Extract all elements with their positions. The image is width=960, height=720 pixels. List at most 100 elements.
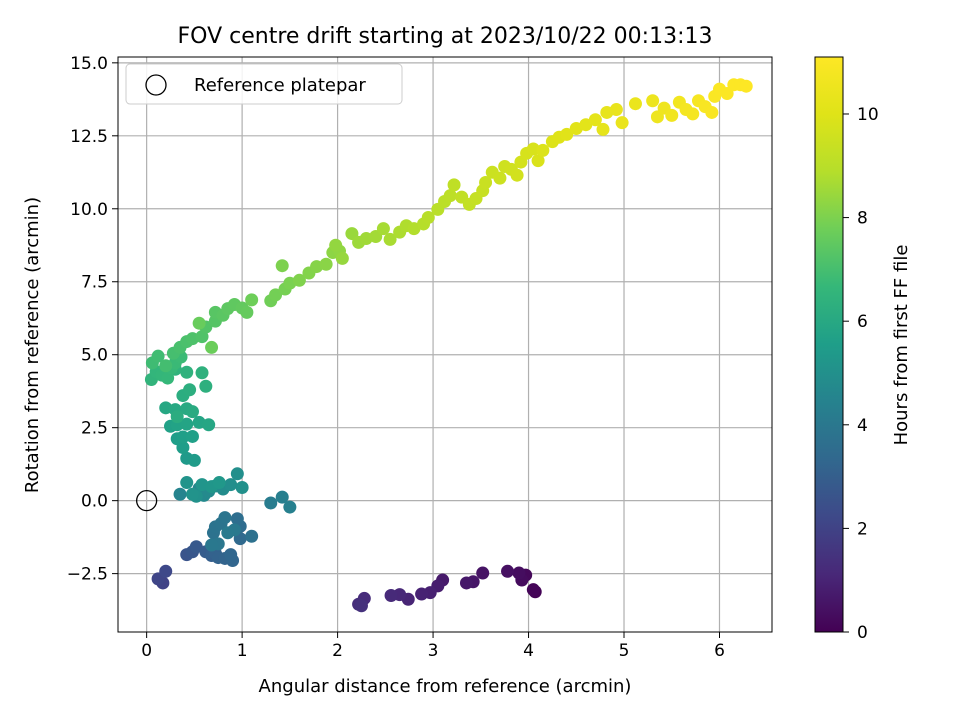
scatter-point [161, 371, 175, 385]
scatter-point [501, 564, 515, 578]
scatter-point [335, 251, 349, 265]
scatter-points [144, 78, 753, 613]
scatter-point [185, 429, 199, 443]
scatter-point [205, 340, 219, 354]
scatter-point [159, 564, 173, 578]
colorbar-tick-label: 0 [857, 623, 868, 643]
scatter-point [192, 316, 206, 330]
scatter-point [189, 540, 203, 554]
axes: 0 1 2 3 4 5 6 −2.5 0.0 2.5 5.0 7.5 10.0 12.5 15.0 [67, 54, 725, 661]
scatter-point [665, 108, 679, 122]
reference-marker [135, 490, 158, 512]
scatter-point [202, 418, 216, 432]
scatter-point [245, 293, 259, 307]
x-tick-label: 3 [428, 641, 439, 661]
scatter-point [151, 349, 165, 363]
y-tick-label: 5.0 [81, 346, 108, 366]
scatter-point [596, 122, 610, 136]
x-tick-label: 2 [332, 641, 343, 661]
scatter-point [173, 487, 187, 501]
scatter-point [180, 417, 194, 431]
scatter-point [245, 529, 259, 543]
scatter-point [230, 467, 244, 481]
scatter-point [218, 511, 232, 525]
scatter-point [170, 410, 184, 424]
scatter-point [628, 97, 642, 111]
colorbar-tick-label: 10 [857, 105, 879, 125]
scatter-point [705, 105, 719, 119]
scatter-point [205, 538, 219, 552]
scatter-point [384, 589, 398, 603]
x-tick-label: 6 [714, 641, 725, 661]
scatter-point [686, 107, 700, 121]
scatter-point [510, 168, 524, 182]
scatter-point [739, 79, 753, 93]
scatter-point [230, 512, 244, 526]
colorbar-gradient [814, 56, 844, 633]
scatter-point [415, 587, 429, 601]
legend-entry: Reference platepar [194, 75, 366, 96]
y-axis-label: Rotation from reference (arcmin) [22, 197, 43, 493]
scatter-point [212, 476, 226, 490]
y-tick-label: 10.0 [70, 200, 108, 220]
scatter-point [275, 259, 289, 273]
scatter-point [185, 487, 199, 501]
y-tick-label: 12.5 [70, 127, 108, 147]
y-tick-label: 0.0 [81, 492, 108, 512]
scatter-point [180, 476, 194, 490]
scatter-point [531, 154, 545, 168]
scatter-point [479, 176, 493, 190]
scatter-point [292, 273, 306, 287]
x-tick-label: 5 [619, 641, 630, 661]
scatter-point [183, 383, 197, 397]
plot-frame [117, 56, 773, 633]
scatter-point [283, 500, 297, 514]
y-tick-label: 7.5 [81, 273, 108, 293]
colorbar-tick-label: 2 [857, 519, 868, 539]
scatter-point [329, 238, 343, 252]
x-tick-label: 4 [523, 641, 534, 661]
colorbar-tick-label: 8 [857, 209, 868, 229]
scatter-point [526, 142, 540, 156]
scatter-point [459, 576, 473, 590]
scatter-point [187, 453, 201, 467]
scatter-point [180, 365, 194, 379]
scatter-point [560, 127, 574, 141]
scatter-point [421, 211, 435, 225]
scatter-point [224, 478, 238, 492]
grid-lines [118, 57, 772, 632]
scatter-point [235, 481, 249, 495]
scatter-point [354, 599, 368, 613]
scatter-point [269, 288, 283, 302]
legend: Reference platepar [125, 63, 403, 105]
scatter-point [646, 94, 660, 108]
x-tick-label: 1 [237, 641, 248, 661]
scatter-point [176, 430, 190, 444]
chart-title: FOV centre drift starting at 2023/10/22 … [178, 24, 713, 49]
scatter-point [159, 359, 173, 373]
y-tick-label: −2.5 [67, 565, 108, 585]
scatter-point [275, 490, 289, 504]
x-tick-label: 0 [141, 641, 152, 661]
colorbar: 0 2 4 6 8 10 Hours from first FF file [814, 56, 912, 643]
scatter-point [376, 222, 390, 236]
scatter-point [383, 232, 397, 246]
scatter-point [195, 366, 209, 380]
legend-box [125, 63, 403, 105]
scatter-point [493, 171, 507, 185]
scatter-point [536, 143, 550, 157]
scatter-point [512, 566, 526, 580]
scatter-point [221, 526, 235, 540]
colorbar-label: Hours from first FF file [891, 245, 912, 446]
scatter-point [447, 178, 461, 192]
legend-marker [145, 74, 167, 96]
scatter-point [240, 305, 254, 319]
scatter-point [615, 116, 629, 130]
scatter-point [609, 103, 623, 117]
scatter-point [185, 405, 199, 419]
scatter-point [579, 118, 593, 132]
y-tick-label: 15.0 [70, 54, 108, 74]
scatter-point [476, 566, 490, 580]
scatter-point [224, 548, 238, 562]
